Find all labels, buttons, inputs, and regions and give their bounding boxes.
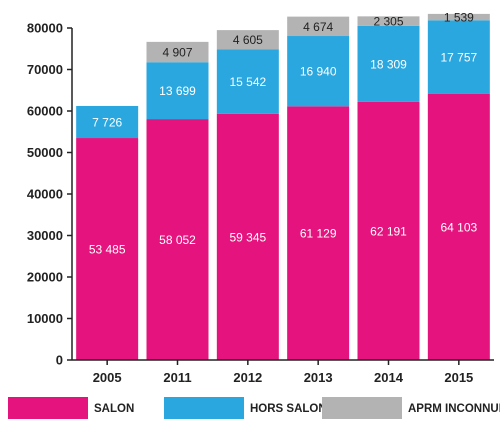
y-tick-label: 70000	[27, 62, 63, 77]
y-tick-label: 80000	[27, 21, 63, 36]
legend: SALON HORS SALON APRM INCONNUE	[8, 397, 500, 419]
x-tick-label: 2012	[233, 370, 262, 385]
bar-segment-hors-salon-2012	[216, 49, 279, 114]
x-tick-label: 2005	[93, 370, 122, 385]
data-label: 13 699	[159, 84, 196, 98]
data-label: 16 940	[300, 65, 337, 79]
legend-label: HORS SALON	[250, 403, 327, 415]
bar-segment-hors-salon-2014	[357, 25, 420, 102]
y-tick-label: 50000	[27, 145, 63, 160]
legend-label: SALON	[94, 403, 134, 415]
bars-layer: 53 485 7 726 58 052 13 699 4 907 59 345 15 542…	[76, 11, 490, 361]
bar-segment-salon-2012	[216, 113, 279, 360]
legend-swatch-aprm-inconnue	[322, 397, 402, 419]
bar-segment-hors-salon-2013	[287, 36, 350, 107]
bar-segment-hors-salon-2011	[146, 62, 209, 120]
x-tick-label: 2011	[163, 370, 191, 385]
bar-segment-salon-2005	[76, 138, 139, 360]
y-tick-label: 30000	[27, 228, 63, 243]
bar-segment-hors-salon-2005	[76, 105, 139, 139]
data-label: 62 191	[370, 224, 407, 238]
data-label: 4 674	[303, 20, 333, 34]
bar-segment-aprm-inconnue-2012	[216, 30, 279, 50]
bar-segment-salon-2011	[146, 119, 209, 360]
data-label: 4 605	[233, 33, 263, 47]
y-tick-label: 60000	[27, 104, 63, 119]
legend-swatch-hors-salon	[164, 397, 244, 419]
data-label: 18 309	[370, 57, 407, 71]
bar-segment-aprm-inconnue-2015	[427, 13, 490, 21]
data-label: 1 539	[444, 11, 474, 25]
data-label: 58 052	[159, 233, 196, 247]
bar-segment-salon-2013	[287, 106, 350, 360]
bar-segment-aprm-inconnue-2011	[146, 41, 209, 63]
x-tick-label: 2015	[444, 370, 473, 385]
x-tick-label: 2014	[374, 370, 404, 385]
y-tick-label: 0	[56, 353, 63, 368]
data-label: 7 726	[92, 116, 122, 130]
data-label: 61 129	[300, 227, 337, 241]
y-tick-label: 20000	[27, 270, 63, 285]
y-tick-label: 10000	[27, 311, 63, 326]
data-label: 59 345	[229, 230, 266, 244]
y-tick-label: 40000	[27, 187, 63, 202]
data-label: 15 542	[229, 75, 266, 89]
data-label: 64 103	[440, 220, 477, 234]
data-label: 17 757	[440, 51, 477, 65]
data-label: 4 907	[162, 46, 192, 60]
bar-segment-aprm-inconnue-2013	[287, 16, 350, 37]
x-tick-label: 2013	[304, 370, 333, 385]
bar-segment-hors-salon-2015	[427, 20, 490, 94]
x-tick-labels: 2005 2011 2012 2013 2014 2015	[93, 360, 473, 385]
bar-segment-salon-2014	[357, 101, 420, 360]
data-label: 53 485	[89, 243, 126, 257]
legend-label: APRM INCONNUE	[408, 403, 500, 415]
legend-swatch-salon	[8, 397, 88, 419]
data-label: 2 305	[373, 15, 403, 29]
bar-segment-aprm-inconnue-2014	[357, 16, 420, 26]
bar-segment-salon-2015	[427, 93, 490, 361]
y-tick-labels: 0 10000 20000 30000 40000 50000 60000 70000 8000…	[27, 21, 72, 368]
